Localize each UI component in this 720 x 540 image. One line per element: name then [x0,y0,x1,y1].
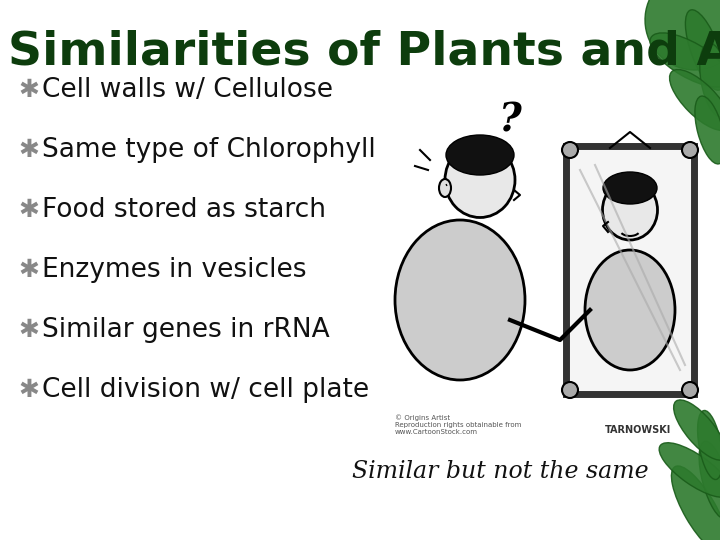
Text: © Origins Artist
Reproduction rights obtainable from
www.CartoonStock.com: © Origins Artist Reproduction rights obt… [395,414,521,435]
Circle shape [562,142,578,158]
Ellipse shape [659,443,720,497]
Ellipse shape [650,33,720,87]
Text: ✱: ✱ [18,78,39,102]
Ellipse shape [695,96,720,164]
Text: ✱: ✱ [18,378,39,402]
Ellipse shape [645,0,720,70]
Ellipse shape [439,179,451,197]
Text: ?: ? [499,101,521,139]
Circle shape [682,382,698,398]
Ellipse shape [585,250,675,370]
Text: Similar but not the same: Similar but not the same [351,461,648,483]
Ellipse shape [446,135,514,175]
Ellipse shape [672,466,720,540]
Ellipse shape [587,306,609,324]
Ellipse shape [395,220,525,380]
Text: ✱: ✱ [18,318,39,342]
Circle shape [562,382,578,398]
Ellipse shape [603,180,657,240]
Text: Food stored as starch: Food stored as starch [42,197,326,223]
Ellipse shape [445,143,515,218]
Text: ✱: ✱ [18,138,39,162]
Text: Same type of Chlorophyll: Same type of Chlorophyll [42,137,376,163]
Text: ✱: ✱ [18,258,39,282]
Ellipse shape [674,400,720,460]
Text: Similar genes in rRNA: Similar genes in rRNA [42,317,330,343]
Text: Cell division w/ cell plate: Cell division w/ cell plate [42,377,369,403]
Ellipse shape [670,70,720,131]
FancyBboxPatch shape [390,100,685,440]
Ellipse shape [685,10,720,90]
Ellipse shape [699,441,720,519]
Ellipse shape [698,410,720,480]
Text: ✱: ✱ [18,198,39,222]
Text: Enzymes in vesicles: Enzymes in vesicles [42,257,307,283]
Text: TARNOWSKI: TARNOWSKI [605,425,671,435]
Text: Cell walls w/ Cellulose: Cell walls w/ Cellulose [42,77,333,103]
Text: Similarities of Plants and Algae: Similarities of Plants and Algae [8,30,720,75]
Ellipse shape [603,172,657,204]
Ellipse shape [700,43,720,117]
Circle shape [682,142,698,158]
FancyBboxPatch shape [566,146,694,394]
